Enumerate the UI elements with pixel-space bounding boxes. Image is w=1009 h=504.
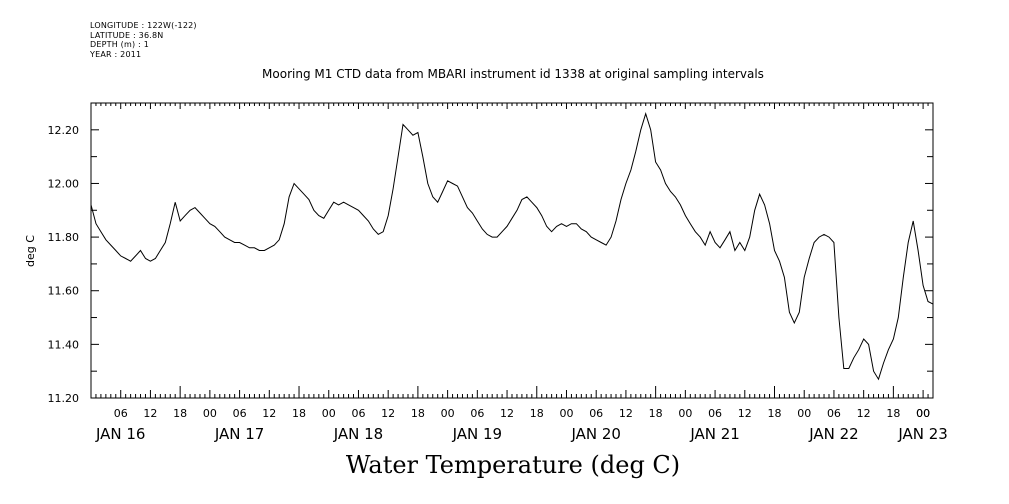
- x-hour-label: 00: [559, 407, 573, 420]
- x-hour-label: 06: [708, 407, 722, 420]
- x-hour-label: 06: [233, 407, 247, 420]
- y-axis-ticks: 11.20 11.40 11.60 11.80 12.00 12.20: [48, 102, 933, 405]
- x-hour-label: 12: [262, 407, 276, 420]
- x-hour-label: 00: [678, 407, 692, 420]
- x-hour-label: 06: [351, 407, 365, 420]
- x-hour-label: 06: [470, 407, 484, 420]
- chart-title: Mooring M1 CTD data from MBARI instrumen…: [262, 67, 764, 81]
- y-tick-label: 11.40: [48, 338, 80, 351]
- x-day-label: JAN 23: [897, 425, 948, 443]
- x-hour-label: 12: [500, 407, 514, 420]
- depth-text: DEPTH (m) : 1: [90, 40, 149, 50]
- x-hour-label: 00: [916, 407, 930, 420]
- x-hour-label: 00: [322, 407, 336, 420]
- x-day-label: JAN 20: [570, 425, 621, 443]
- metadata-block: LONGITUDE : 122W(-122) LATITUDE : 36.8N …: [90, 21, 197, 59]
- x-hour-label: 00: [916, 407, 930, 420]
- x-hour-label: 18: [530, 407, 544, 420]
- x-hour-label: 12: [857, 407, 871, 420]
- x-hour-label: 12: [143, 407, 157, 420]
- x-hour-label: 18: [768, 407, 782, 420]
- x-hour-label: 00: [203, 407, 217, 420]
- x-axis-title: Water Temperature (deg C): [345, 451, 681, 479]
- x-day-label: JAN 19: [452, 425, 503, 443]
- x-hour-label: 18: [173, 407, 187, 420]
- x-day-label: JAN 22: [808, 425, 859, 443]
- y-axis-label: deg C: [24, 235, 37, 267]
- y-tick-label: 11.60: [48, 285, 80, 298]
- x-axis-ticks: 06 12 18 00 06 12 18 00 06 12 18 00 06 12 18 00 06 12 18 00…: [90, 103, 948, 443]
- x-hour-label: 00: [441, 407, 455, 420]
- longitude-text: LONGITUDE : 122W(-122): [90, 21, 197, 30]
- year-text: YEAR : 2011: [90, 49, 142, 59]
- y-tick-label: 12.00: [48, 177, 80, 190]
- y-tick-label: 11.20: [48, 392, 80, 405]
- temperature-series-line: [90, 111, 934, 381]
- x-hour-label: 12: [619, 407, 633, 420]
- y-tick-label: 12.20: [48, 124, 80, 137]
- plot-frame: [90, 102, 934, 399]
- x-day-label: JAN 21: [689, 425, 740, 443]
- x-hour-label: 18: [886, 407, 900, 420]
- x-hour-label: 18: [411, 407, 425, 420]
- latitude-text: LATITUDE : 36.8N: [90, 30, 164, 40]
- x-hour-label: 18: [649, 407, 663, 420]
- x-hour-label: 00: [797, 407, 811, 420]
- x-hour-label: 12: [381, 407, 395, 420]
- x-hour-label: 06: [827, 407, 841, 420]
- x-hour-label: 18: [292, 407, 306, 420]
- x-hour-label: 06: [114, 407, 128, 420]
- x-day-label: JAN 18: [333, 425, 384, 443]
- x-day-label: JAN 16: [95, 425, 146, 443]
- y-tick-label: 11.80: [48, 231, 80, 244]
- x-hour-label: 06: [589, 407, 603, 420]
- x-day-label: JAN 17: [214, 425, 265, 443]
- x-hour-label: 12: [738, 407, 752, 420]
